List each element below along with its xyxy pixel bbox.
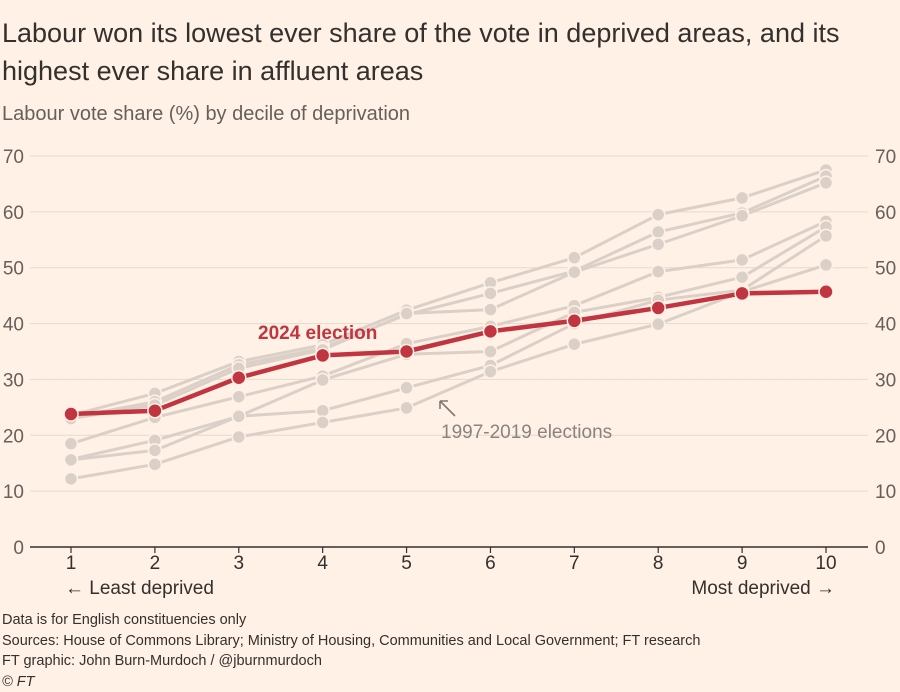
y-tick-label-right: 50	[875, 259, 896, 280]
background-series-point	[650, 224, 666, 240]
y-tick-label-right: 40	[875, 315, 896, 336]
background-series-point	[147, 443, 163, 458]
x-tick-label: 9	[737, 553, 748, 574]
background-series-point	[483, 302, 498, 317]
background-series-point	[734, 252, 750, 268]
y-axis-left: 0 10 20 30 40 50 60 70	[3, 147, 24, 559]
y-tick-label-left: 70	[3, 147, 24, 168]
background-series-point	[63, 452, 79, 468]
line-chart: 0 10 20 30 40 50 60 70 0 10 20 30 40 50 60 70 1 2 3 4 5 6 7 8…	[3, 147, 896, 599]
y-tick-label-right: 20	[875, 426, 896, 447]
x-tick-label: 7	[569, 553, 580, 574]
background-series-point	[315, 372, 330, 388]
highlight-series-point	[147, 402, 163, 419]
footer-copyright: © FT	[2, 673, 35, 690]
y-tick-label-left: 40	[3, 315, 24, 336]
background-series-point	[231, 429, 247, 445]
highlight-series-point	[566, 313, 583, 329]
highlight-series-point	[63, 406, 79, 422]
highlight-series-point	[650, 300, 666, 316]
x-axis: 1 2 3 4 5 6 7 8 9 10	[66, 547, 837, 574]
background-series-point	[231, 389, 247, 404]
background-series-line	[70, 174, 827, 419]
y-tick-label-right: 10	[875, 482, 896, 503]
background-series-point	[399, 400, 414, 416]
y-tick-label-right: 60	[875, 203, 896, 224]
x-tick-label: 5	[401, 553, 412, 574]
background-series-point	[231, 409, 247, 424]
highlight-series-point	[314, 347, 331, 364]
highlight-series	[63, 283, 834, 422]
background-series-line	[70, 181, 827, 421]
background-series-line	[70, 168, 827, 417]
footer-sources: Sources: House of Commons Library; Minis…	[2, 632, 701, 649]
y-tick-label-right: 30	[875, 370, 896, 391]
x-tick-label: 4	[317, 553, 328, 574]
y-tick-label-right: 0	[875, 538, 886, 559]
y-tick-label-left: 60	[3, 203, 24, 224]
background-series-point	[399, 380, 414, 396]
chart-subtitle: Labour vote share (%) by decile of depri…	[2, 103, 411, 125]
y-tick-label-left: 10	[3, 482, 24, 503]
background-series-point	[567, 336, 582, 352]
background-series-point	[650, 316, 666, 332]
background-series-point	[734, 190, 750, 206]
background-series-point	[650, 264, 666, 279]
background-series-line	[70, 225, 827, 461]
background-series-label: 1997-2019 elections	[441, 422, 612, 443]
highlight-series-point	[398, 343, 415, 360]
background-series-line	[70, 234, 827, 462]
highlight-series-label: 2024 election	[258, 323, 377, 344]
background-series-point	[734, 269, 750, 285]
background-series-point	[63, 471, 79, 487]
background-series-point	[567, 250, 582, 265]
background-series-point	[818, 257, 834, 273]
background-series-point	[650, 237, 666, 252]
background-series	[63, 162, 834, 487]
background-series-line	[70, 219, 827, 446]
y-tick-label-left: 0	[13, 538, 24, 559]
highlight-series-point	[734, 285, 750, 302]
highlight-series-point	[818, 283, 834, 300]
background-series-point	[483, 364, 498, 379]
background-series-point	[483, 286, 498, 301]
x-tick-label: 10	[815, 553, 836, 574]
x-tick-label: 8	[653, 553, 664, 574]
chart-title: Labour won its lowest ever share of the …	[2, 18, 840, 86]
highlight-series-point	[482, 323, 499, 340]
highlight-series-line	[70, 289, 827, 417]
footer: Data is for English constituencies only …	[2, 610, 700, 692]
background-series-point	[147, 457, 163, 472]
x-tick-label: 3	[233, 553, 244, 574]
y-tick-label-left: 20	[3, 426, 24, 447]
x-axis-label-left: ← Least deprived	[65, 578, 214, 599]
footer-note: Data is for English constituencies only	[2, 612, 247, 628]
y-tick-label-left: 30	[3, 370, 24, 391]
background-series-point	[818, 228, 834, 244]
footer-credit: FT graphic: John Burn-Murdoch / @jburnmu…	[2, 653, 322, 669]
background-series-point	[315, 415, 330, 430]
background-series-point	[399, 306, 414, 321]
background-series-point	[567, 264, 582, 280]
y-tick-label-right: 70	[875, 147, 896, 168]
background-series-line	[70, 263, 827, 481]
x-tick-label: 1	[66, 553, 77, 574]
x-tick-label: 6	[485, 553, 496, 574]
background-series-point	[818, 175, 834, 191]
y-tick-label-left: 50	[3, 259, 24, 280]
annotation-arrow-icon	[439, 400, 456, 417]
annotations: 2024 election 1997-2019 elections ← Leas…	[65, 323, 835, 599]
y-axis-right: 0 10 20 30 40 50 60 70	[875, 147, 896, 559]
x-axis-label-right: Most deprived →	[691, 578, 835, 599]
x-tick-label: 2	[150, 553, 161, 574]
background-series-point	[483, 344, 498, 359]
background-series-point	[63, 436, 79, 451]
highlight-series-point	[231, 370, 247, 386]
background-series-point	[650, 207, 666, 222]
background-series-point	[734, 208, 750, 224]
